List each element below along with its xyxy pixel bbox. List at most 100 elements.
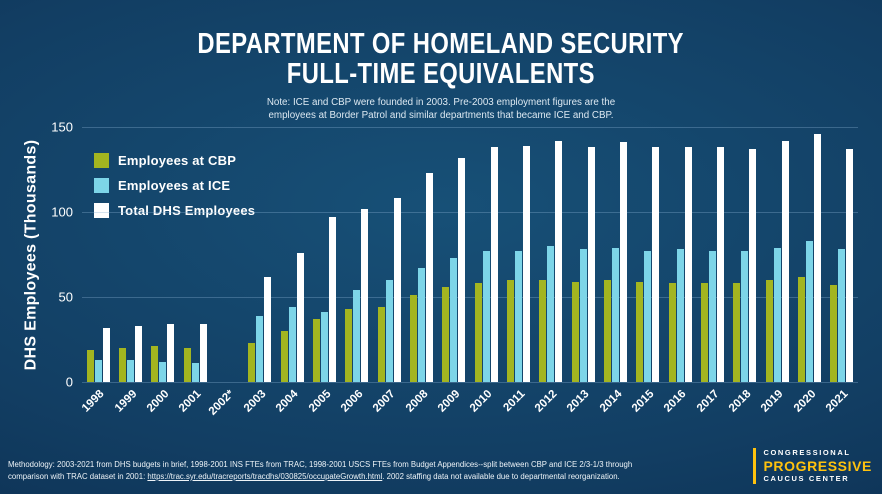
bar: [830, 285, 838, 382]
legend-item: Employees at ICE: [94, 178, 255, 193]
bar: [385, 280, 393, 382]
bar: [248, 342, 256, 382]
bar: [838, 249, 846, 382]
legend-label: Employees at CBP: [118, 153, 237, 168]
legend-swatch: [94, 203, 109, 218]
bar: [765, 280, 773, 382]
bar: [619, 142, 627, 382]
y-tick-label: 0: [65, 374, 73, 390]
bar-group-1998: [82, 127, 114, 382]
legend-label: Employees at ICE: [118, 178, 231, 193]
legend-label: Total DHS Employees: [118, 203, 256, 218]
bar: [781, 140, 789, 382]
bar: [86, 349, 94, 382]
gridline-0: [82, 382, 858, 383]
bar-group-2015: [632, 127, 664, 382]
page-title-line2: FULL-TIME EQUIVALENTS: [286, 57, 596, 90]
bar-group-2006: [341, 127, 373, 382]
chart-note: Note: ICE and CBP were founded in 2003. …: [0, 97, 882, 122]
gridline-50: [82, 297, 858, 298]
bar: [458, 157, 466, 382]
methodology-link[interactable]: https://trac.syr.edu/tracreports/tracdhs…: [147, 471, 383, 481]
chart-note-line2: employees at Border Patrol and similar d…: [268, 109, 614, 121]
bar: [425, 172, 433, 382]
page-title-line1: DEPARTMENT OF HOMELAND SECURITY: [197, 28, 685, 60]
bar: [199, 324, 207, 382]
bar: [539, 280, 547, 382]
legend-item: Employees at CBP: [94, 153, 255, 168]
bar: [353, 290, 361, 382]
bar: [741, 251, 749, 382]
bar-group-2001: [179, 127, 211, 382]
bar: [288, 307, 296, 382]
bar: [813, 133, 821, 382]
bar: [611, 247, 619, 382]
bar: [328, 217, 336, 382]
bar: [603, 280, 611, 382]
methodology-line1: Methodology: 2003-2021 from DHS budgets …: [8, 459, 633, 469]
y-tick-label: 150: [51, 119, 73, 135]
chart-legend: Employees at CBP Employees at ICE Total DH…: [94, 153, 255, 218]
bar: [514, 251, 522, 382]
bar: [94, 359, 102, 382]
bar: [345, 308, 353, 382]
bar-group-2000: [147, 127, 179, 382]
bar-group-2007: [373, 127, 405, 382]
logo-line-caucus-center: CAUCUS CENTER: [763, 473, 850, 483]
bar: [167, 324, 175, 382]
bar: [587, 147, 595, 382]
bar: [256, 315, 264, 382]
gridline-100: [82, 212, 858, 213]
bar: [644, 251, 652, 382]
bar: [296, 252, 304, 382]
bar: [191, 363, 199, 382]
bar: [797, 276, 805, 382]
bar: [668, 283, 676, 382]
bar: [159, 361, 167, 382]
bar: [579, 249, 587, 382]
bar: [490, 147, 498, 382]
legend-swatch: [94, 178, 109, 193]
chart-note-line1: Note: ICE and CBP were founded in 2003. …: [266, 97, 616, 108]
bar-group-2020: [793, 127, 825, 382]
bar: [134, 325, 142, 382]
bar: [708, 251, 716, 382]
bar-group-2005: [308, 127, 340, 382]
cpcc-logo: CONGRESSIONAL PROGRESSIVE CAUCUS CENTER: [753, 447, 872, 484]
bar: [393, 198, 401, 382]
bar: [118, 348, 126, 382]
bar: [264, 276, 272, 382]
bar-group-2016: [664, 127, 696, 382]
bar-group-2013: [567, 127, 599, 382]
bar-group-2017: [696, 127, 728, 382]
bar: [684, 147, 692, 382]
bar-group-2002: [211, 127, 243, 382]
y-tick-label: 100: [51, 204, 73, 220]
bar-group-1999: [114, 127, 146, 382]
methodology-line2-suffix: . 2002 staffing data not available due t…: [382, 471, 620, 481]
legend-item: Total DHS Employees: [94, 203, 255, 218]
legend-swatch: [94, 153, 109, 168]
bar-group-2003: [244, 127, 276, 382]
bar: [749, 149, 757, 382]
bar: [417, 268, 425, 382]
bar-group-2009: [438, 127, 470, 382]
bar: [636, 281, 644, 382]
logo-line-progressive: PROGRESSIVE: [763, 457, 872, 474]
bar: [652, 147, 660, 382]
bar: [733, 283, 741, 382]
bar: [846, 149, 854, 382]
bar-group-2019: [761, 127, 793, 382]
bar-group-2012: [535, 127, 567, 382]
bar: [409, 295, 417, 382]
bar: [805, 240, 813, 382]
bar-group-2011: [502, 127, 534, 382]
bar: [102, 327, 110, 382]
bar: [700, 283, 708, 382]
bar: [773, 247, 781, 382]
bar: [474, 283, 482, 382]
bar: [361, 208, 369, 382]
bar: [716, 147, 724, 382]
bar: [126, 359, 134, 382]
